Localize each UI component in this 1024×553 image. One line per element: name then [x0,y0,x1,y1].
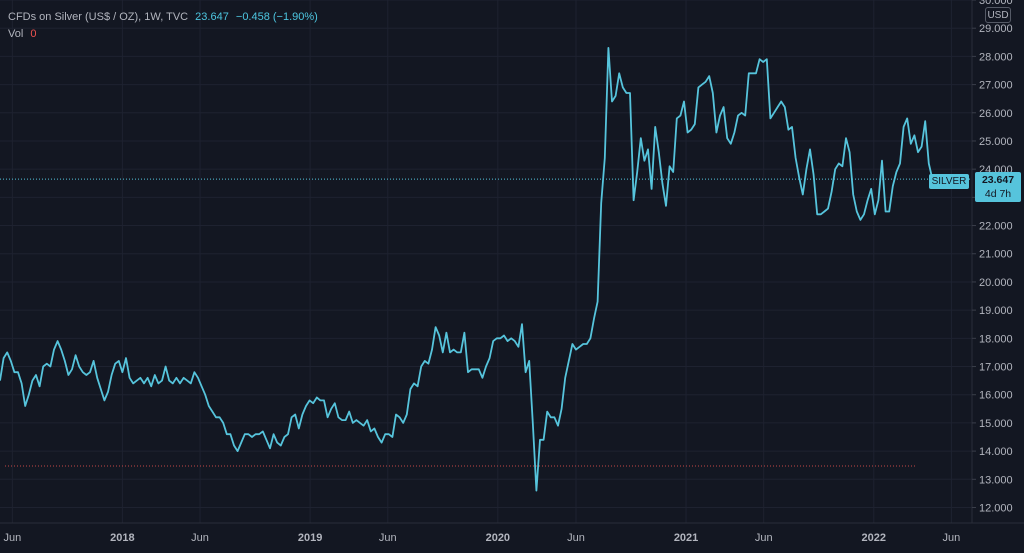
legend-volume-row: Vol 0 [8,26,318,43]
legend-change: −0.458 (−1.90%) [235,11,318,23]
y-tick-label: 20.000 [979,277,1013,289]
y-tick-label: 17.000 [979,362,1013,374]
y-tick-label: 16.000 [979,390,1013,402]
legend-volume-label[interactable]: Vol [8,28,24,40]
series-group [0,47,934,492]
legend-volume-value: 0 [30,28,37,40]
x-tick-label: Jun [567,532,585,544]
x-tick-label: Jun [379,532,397,544]
price-series-line[interactable] [0,47,934,492]
y-tick-label: 15.000 [979,418,1013,430]
symbol-price-label: SILVER [929,174,969,189]
y-tick-label: 13.000 [979,474,1013,486]
last-price-tag: 23.647 4d 7h [975,172,1021,202]
price-axis[interactable]: 12.000 13.000 14.000 15.000 16.000 17.000 18.0… [972,0,1013,514]
legend-symbol-row: CFDs on Silver (US$ / OZ), 1W, TVC 23.64… [8,9,318,26]
last-price-tag-value: 23.647 [981,174,1015,186]
y-tick-label: 12.000 [979,502,1013,514]
y-tick-label: 21.000 [979,249,1013,261]
x-tick-label: Jun [943,532,961,544]
x-tick-label: Jun [191,532,209,544]
y-tick-label: 18.000 [979,333,1013,345]
bar-countdown: 4d 7h [984,188,1012,200]
y-tick-label: 19.000 [979,305,1013,317]
y-tick-label: 22.000 [979,221,1013,233]
y-tick-label: 30.000 [979,0,1013,7]
time-axis[interactable]: Jun 2018 Jun 2019 Jun 2020 Jun 2021 Jun 2022 Jun [3,532,960,544]
x-tick-label: 2021 [674,532,698,544]
y-tick-label: 14.000 [979,446,1013,458]
x-tick-label: Jun [3,532,21,544]
chart-grid [0,0,972,523]
legend-title[interactable]: CFDs on Silver (US$ / OZ), 1W, TVC [8,11,189,23]
currency-button[interactable]: USD [985,7,1011,23]
y-tick-label: 29.000 [979,23,1013,35]
x-tick-label: Jun [755,532,773,544]
y-tick-label: 28.000 [979,51,1013,63]
chart-legend: CFDs on Silver (US$ / OZ), 1W, TVC 23.64… [8,9,318,43]
legend-last-price: 23.647 [195,11,229,23]
y-tick-label: 27.000 [979,80,1013,92]
x-tick-label: 2022 [862,532,886,544]
x-tick-label: 2018 [110,532,134,544]
x-tick-label: 2020 [486,532,510,544]
x-tick-label: 2019 [298,532,322,544]
y-tick-label: 26.000 [979,108,1013,120]
y-tick-label: 25.000 [979,136,1013,148]
